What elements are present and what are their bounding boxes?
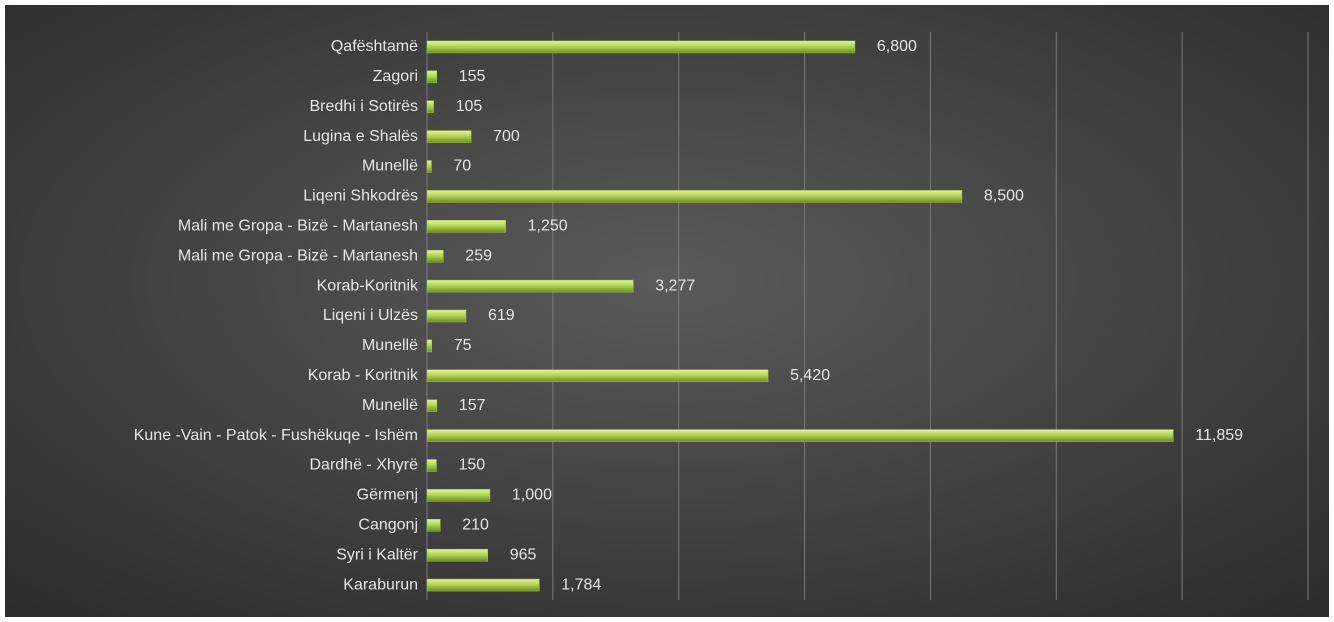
bar — [426, 489, 491, 502]
y-tick-label: Munellë — [362, 337, 418, 354]
bar — [426, 160, 432, 173]
y-tick-label: Korab-Koritnik — [317, 277, 419, 294]
y-tick-label: Liqeni i Ulzës — [323, 307, 418, 324]
y-tick-label: Korab - Koritnik — [308, 367, 419, 384]
value-label: 5,420 — [790, 367, 830, 384]
value-label: 6,800 — [877, 38, 917, 55]
bar — [426, 519, 441, 532]
bar — [426, 578, 540, 592]
bar — [426, 339, 432, 353]
y-tick-label: Cangonj — [358, 516, 418, 533]
value-label: 75 — [454, 337, 472, 354]
y-tick-label: Mali me Gropa - Bizë - Martanesh — [178, 218, 418, 235]
value-label: 150 — [458, 457, 485, 474]
y-tick-label: Gërmenj — [357, 487, 418, 504]
value-label: 700 — [493, 128, 520, 145]
y-tick-label: Munellë — [362, 158, 418, 175]
bar — [426, 429, 1174, 442]
y-tick-label: Liqeni Shkodrës — [303, 188, 418, 205]
value-label: 619 — [488, 307, 515, 324]
value-label: 1,250 — [528, 218, 568, 235]
value-label: 155 — [459, 68, 486, 85]
bar — [426, 190, 963, 203]
bar — [426, 249, 444, 263]
bar — [426, 100, 434, 113]
value-label: 105 — [456, 98, 483, 115]
y-tick-label: Zagori — [373, 68, 418, 85]
y-tick-label: Dardhë - Xhyrë — [310, 457, 419, 474]
bar — [426, 309, 467, 323]
y-tick-label: Bredhi i Sotirës — [310, 98, 419, 115]
bar — [426, 40, 856, 54]
y-tick-label: Mali me Gropa - Bizë - Martanesh — [178, 247, 418, 264]
value-label: 965 — [510, 546, 537, 563]
y-tick-label: Munellë — [362, 397, 418, 414]
y-tick-label: Qafështamë — [331, 38, 418, 55]
bar — [426, 548, 488, 562]
value-label: 3,277 — [655, 277, 695, 294]
value-label: 157 — [459, 397, 486, 414]
value-label: 11,859 — [1195, 427, 1243, 444]
bar — [426, 220, 506, 233]
bar — [426, 399, 438, 412]
bar — [426, 279, 634, 293]
bar — [426, 369, 769, 383]
y-tick-label: Lugina e Shalës — [303, 128, 418, 145]
value-label: 259 — [465, 247, 492, 264]
bar — [426, 459, 437, 472]
bar — [426, 130, 472, 143]
bar — [426, 70, 438, 84]
value-label: 1,784 — [561, 576, 601, 593]
value-label: 1,000 — [512, 487, 552, 504]
value-label: 70 — [453, 158, 471, 175]
y-tick-label: Kune -Vain - Patok - Fushëkuqe - Ishëm — [134, 427, 418, 444]
y-tick-label: Karaburun — [343, 576, 418, 593]
background — [5, 5, 1329, 617]
value-label: 8,500 — [984, 188, 1024, 205]
y-tick-label: Syri i Kaltër — [336, 546, 418, 563]
value-label: 210 — [462, 516, 489, 533]
